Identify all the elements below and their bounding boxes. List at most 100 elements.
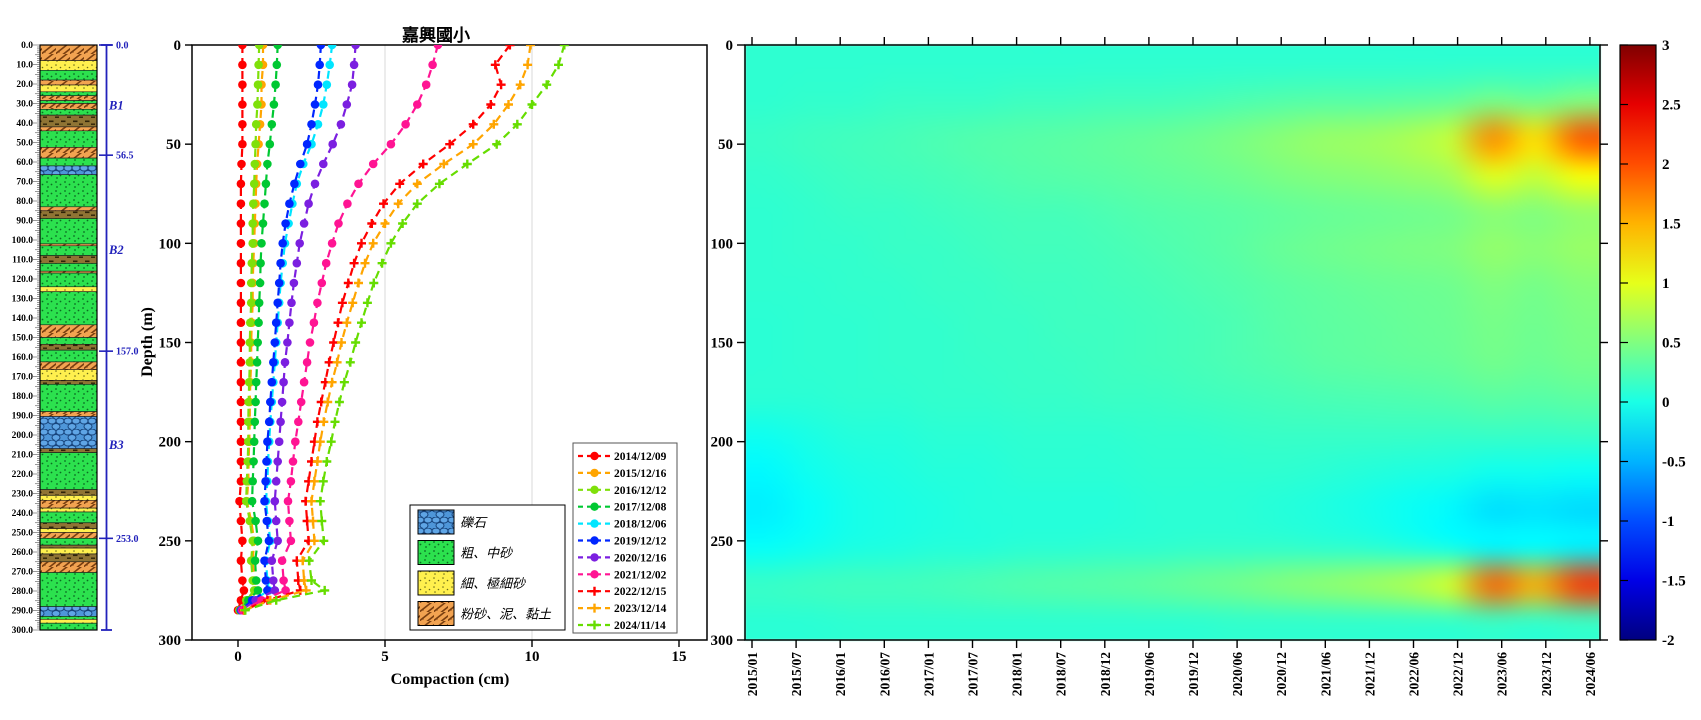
borehole-column: 0.0 10.0 20.0 30.0 40.0 50.0 60.0 70.0 80.0 90.0 1… — [12, 41, 139, 637]
litho-layer-s — [39, 452, 98, 490]
series-marker-circle — [292, 258, 302, 268]
chart-title: 嘉興國小 — [401, 25, 470, 45]
series-marker-plus — [304, 556, 314, 566]
series-marker-circle — [238, 536, 247, 546]
series-marker-circle — [253, 100, 262, 109]
series-marker-plus — [412, 199, 422, 209]
heatmap-date-label: 2020/12 — [1274, 652, 1289, 697]
series-marker-plus — [439, 159, 449, 169]
ruler-depth-label: 230.0 — [12, 490, 34, 500]
litho-layer-m — [39, 553, 98, 563]
series-marker-circle — [310, 179, 320, 189]
litho-layer-c — [39, 411, 98, 417]
series-marker-circle — [238, 576, 247, 585]
series-marker-circle — [253, 80, 263, 89]
litho-legend-swatch — [417, 540, 455, 565]
series-marker-circle — [273, 298, 283, 308]
series-marker-plus — [319, 417, 329, 427]
series-marker-plus — [418, 159, 428, 169]
heatmap-date-label: 2017/01 — [921, 652, 936, 697]
series-marker-circle — [264, 417, 274, 427]
series-marker-circle — [238, 45, 247, 50]
series-marker-circle — [269, 358, 278, 367]
ruler-depth-label: 70.0 — [16, 178, 33, 188]
series-marker-circle — [262, 516, 272, 526]
ruler-depth-label: 190.0 — [12, 412, 34, 422]
series-marker-circle — [273, 45, 282, 50]
series-marker-circle — [354, 179, 363, 189]
litho-layer-s — [39, 616, 98, 620]
series-marker-circle — [248, 477, 257, 486]
series-marker-circle — [252, 358, 262, 367]
litho-layer-m — [39, 210, 98, 219]
series-marker-plus — [445, 139, 455, 149]
colorbar-tick-label: 1.5 — [1662, 217, 1681, 233]
series-marker-circle — [321, 258, 331, 268]
heatmap-date-label: 2023/12 — [1539, 652, 1554, 697]
y-tick-label: 300 — [159, 633, 182, 649]
series-marker-circle — [236, 338, 246, 347]
legend-date-label: 2018/12/06 — [614, 519, 667, 531]
series-marker-circle — [260, 496, 269, 506]
litho-layer-f — [39, 528, 98, 533]
heatmap-date-label: 2016/01 — [833, 652, 848, 697]
ruler-depth-label: 20.0 — [16, 80, 33, 90]
heatmap-date-label: 2018/01 — [1010, 652, 1025, 697]
colorbar-tick-label: 0 — [1662, 395, 1670, 411]
series-group — [233, 45, 569, 615]
series-marker-circle — [238, 80, 247, 89]
series-marker-circle — [238, 120, 247, 129]
series-marker-circle — [302, 358, 312, 367]
series-marker-circle — [289, 278, 299, 288]
ruler-depth-label: 250.0 — [12, 529, 34, 539]
series-marker-circle — [250, 417, 260, 427]
series-marker-circle — [347, 80, 357, 89]
series-marker-plus — [323, 397, 333, 407]
series-marker-circle — [327, 45, 337, 50]
series-marker-circle — [299, 377, 309, 387]
y-tick-label: 100 — [159, 236, 182, 252]
series-marker-circle — [291, 437, 300, 447]
series-marker-circle — [270, 496, 280, 506]
litho-layer-s — [39, 100, 98, 104]
series-marker-plus — [271, 595, 281, 605]
ruler-depth-label: 90.0 — [16, 217, 33, 227]
ruler-depth-label: 290.0 — [12, 607, 34, 617]
series-marker-circle — [277, 397, 287, 407]
series-marker-circle — [243, 457, 252, 466]
series-marker-circle — [288, 457, 298, 466]
litho-legend-swatch — [417, 601, 455, 626]
subsidence-heatmap — [745, 45, 1600, 640]
legend-marker-circle — [590, 536, 599, 545]
litho-layer-s — [39, 91, 98, 97]
series-marker-plus — [240, 605, 250, 615]
series-marker-circle — [269, 100, 279, 109]
x-tick-label: 10 — [525, 649, 540, 665]
zone-label: B3 — [108, 438, 124, 452]
series-marker-circle — [286, 477, 296, 486]
series-marker-circle — [248, 219, 257, 228]
series-marker-circle — [246, 318, 255, 328]
series-marker-circle — [313, 80, 323, 89]
legend-date-label: 2014/12/09 — [614, 451, 667, 463]
litho-layer-m — [39, 489, 98, 496]
colorbar-tick-label: 2.5 — [1662, 98, 1681, 114]
series-marker-circle — [279, 377, 288, 387]
heatmap-depth-label: 250 — [711, 534, 734, 550]
series-marker-plus — [315, 496, 325, 506]
series-marker-circle — [428, 60, 437, 70]
series-marker-plus — [515, 80, 525, 90]
heatmap-date-label: 2015/07 — [789, 652, 804, 697]
heatmap-date-label: 2020/06 — [1230, 652, 1245, 697]
series-marker-circle — [315, 60, 325, 70]
series-marker-circle — [421, 80, 431, 89]
series-marker-circle — [257, 239, 266, 248]
colorbar-tick-label: 1 — [1662, 276, 1670, 292]
series-line — [236, 45, 246, 611]
ruler-depth-label: 10.0 — [16, 61, 33, 71]
series-marker-circle — [251, 576, 261, 585]
ruler-depth-label: 140.0 — [12, 314, 34, 324]
series-marker-plus — [349, 258, 359, 268]
heatmap-date-label: 2015/01 — [745, 652, 760, 697]
series-marker-plus — [320, 585, 330, 595]
